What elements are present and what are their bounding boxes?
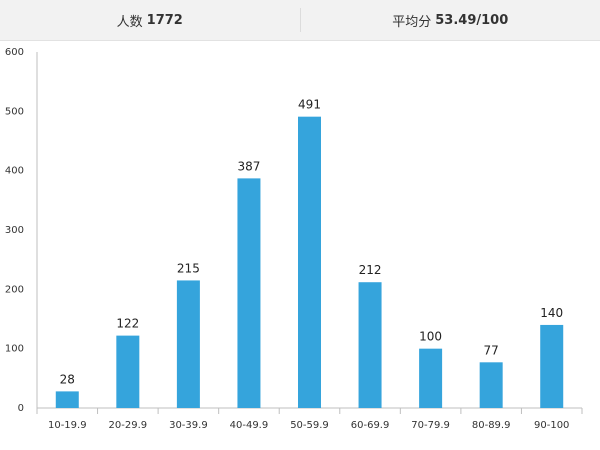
bar-90-100[interactable] — [540, 324, 564, 408]
average-score-label: 平均分 — [392, 14, 432, 30]
header-divider — [299, 8, 301, 32]
data-label: 77 — [484, 343, 499, 357]
x-tick-label: 50-59.9 — [290, 420, 329, 431]
data-label: 387 — [237, 159, 260, 173]
data-label: 122 — [116, 317, 139, 331]
x-tick-label: 70-79.9 — [411, 420, 450, 431]
bar-50-59.9[interactable] — [298, 116, 321, 408]
y-tick-label: 400 — [5, 166, 24, 177]
x-tick-label: 30-39.9 — [169, 420, 208, 431]
x-tick-label: 90-100 — [534, 420, 569, 431]
x-tick-label: 80-89.9 — [472, 420, 511, 431]
y-tick-label: 0 — [18, 403, 24, 414]
chart-bars — [55, 116, 564, 408]
data-label: 140 — [540, 306, 563, 320]
bar-30-39.9[interactable] — [176, 280, 200, 408]
bar-70-79.9[interactable] — [419, 348, 443, 408]
data-label: 212 — [359, 263, 382, 277]
people-count-label: 人数 — [116, 14, 143, 30]
average-score-cell: 平均分 53.49/100 — [301, 0, 600, 40]
data-label: 215 — [177, 261, 200, 275]
x-tick-label: 40-49.9 — [230, 420, 269, 431]
y-tick-label: 300 — [5, 225, 24, 236]
bar-40-49.9[interactable] — [237, 178, 261, 408]
y-tick-label: 500 — [5, 106, 24, 117]
x-tick-label: 10-19.9 — [48, 420, 87, 431]
y-tick-label: 600 — [5, 47, 24, 58]
average-score-value: 53.49/100 — [435, 12, 509, 28]
people-count-cell: 人数 1772 — [0, 0, 300, 40]
bar-80-89.9[interactable] — [479, 362, 503, 408]
bar-10-19.9[interactable] — [55, 391, 79, 408]
bar-20-29.9[interactable] — [116, 335, 140, 408]
chart-axes: 0 100 200 300 400 500 600 — [5, 47, 583, 414]
x-tick-label: 20-29.9 — [109, 420, 148, 431]
y-tick-label: 100 — [5, 344, 24, 355]
data-label: 491 — [298, 98, 321, 112]
x-tick-label: 60-69.9 — [351, 420, 390, 431]
chart-labels: 28 10-19.9 122 20-29.9 215 30-39.9 387 40-49.9 4… — [48, 98, 569, 431]
summary-header: 人数 1772 平均分 53.49/100 — [0, 0, 600, 41]
y-tick-label: 200 — [5, 284, 24, 295]
people-count-value: 1772 — [146, 12, 183, 28]
data-label: 100 — [419, 330, 442, 344]
data-label: 28 — [60, 372, 75, 386]
bar-60-69.9[interactable] — [358, 282, 382, 408]
